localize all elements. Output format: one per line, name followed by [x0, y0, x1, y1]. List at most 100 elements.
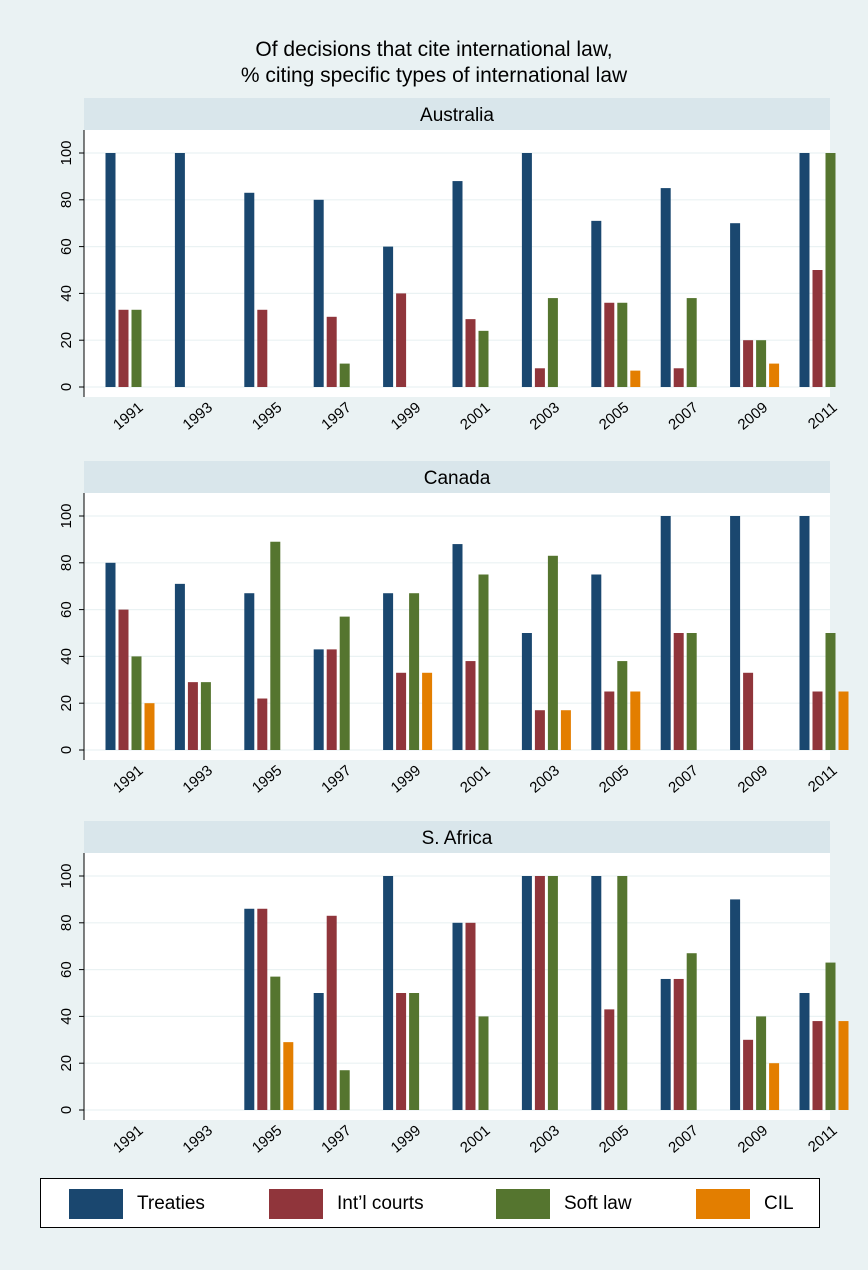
bar-canada-treaties-2005	[591, 574, 602, 750]
bar-s-africa-int-l-courts-2005	[604, 1009, 615, 1110]
y-tick-label-australia-100: 100	[58, 140, 75, 165]
bar-canada-treaties-1991	[105, 562, 116, 750]
bar-s-africa-soft-law-2009	[756, 1016, 767, 1110]
bar-s-africa-treaties-2005	[591, 876, 602, 1110]
bar-canada-soft-law-1997	[339, 616, 350, 750]
bar-canada-int-l-courts-2007	[673, 633, 684, 750]
bar-australia-soft-law-2009	[756, 340, 767, 387]
x-tick-label-s-africa-2001: 2001	[457, 1122, 493, 1156]
bar-s-africa-soft-law-2007	[686, 953, 697, 1110]
bar-australia-int-l-courts-1997	[326, 316, 337, 387]
y-tick-label-s-africa-0: 0	[58, 1106, 75, 1114]
bar-canada-treaties-2001	[452, 544, 463, 750]
x-tick-label-australia-2011: 2011	[805, 399, 841, 433]
bar-s-africa-treaties-1997	[313, 993, 324, 1110]
panel-title-australia: Australia	[420, 105, 494, 126]
bar-s-africa-treaties-2001	[452, 922, 463, 1110]
x-tick-label-australia-2007: 2007	[665, 399, 701, 433]
panel-title-s-africa: S. Africa	[422, 828, 493, 849]
y-tick-label-canada-100: 100	[58, 503, 75, 528]
bar-s-africa-soft-law-2001	[478, 1016, 489, 1110]
bar-australia-treaties-1999	[383, 246, 394, 387]
panel-title-canada: Canada	[424, 468, 491, 489]
bar-australia-cil-2009	[769, 363, 780, 387]
panel-strip-australia	[84, 98, 830, 130]
chart-title-line-2: % citing specific types of international…	[240, 64, 628, 87]
x-tick-label-canada-1995: 1995	[249, 762, 285, 796]
x-tick-label-canada-1999: 1999	[388, 762, 424, 796]
bar-canada-int-l-courts-2011	[812, 691, 823, 750]
x-tick-label-s-africa-2011: 2011	[805, 1122, 841, 1156]
bar-s-africa-soft-law-1999	[409, 993, 420, 1110]
bar-canada-soft-law-1993	[200, 682, 211, 750]
bar-australia-treaties-1993	[174, 153, 185, 387]
x-tick-label-canada-1997: 1997	[318, 762, 354, 796]
bar-canada-treaties-1997	[313, 649, 324, 750]
y-tick-label-australia-20: 20	[58, 332, 75, 349]
bar-australia-soft-law-2011	[825, 153, 836, 387]
bar-s-africa-cil-2011	[838, 1021, 849, 1110]
x-tick-label-s-africa-2007: 2007	[665, 1122, 701, 1156]
bar-australia-soft-law-1997	[339, 363, 350, 387]
bar-canada-cil-2003	[560, 710, 571, 750]
bar-s-africa-int-l-courts-2003	[534, 876, 545, 1110]
bar-australia-treaties-2003	[521, 153, 532, 387]
bar-australia-treaties-1997	[313, 199, 324, 387]
x-tick-label-canada-2007: 2007	[665, 762, 701, 796]
bar-s-africa-int-l-courts-2007	[673, 978, 684, 1110]
panel-strip-s-africa	[84, 821, 830, 853]
bar-canada-soft-law-1999	[409, 593, 420, 750]
x-tick-label-s-africa-2003: 2003	[526, 1122, 562, 1156]
bar-canada-cil-1991	[144, 703, 155, 750]
legend-label-cil: CIL	[764, 1193, 794, 1214]
x-tick-label-canada-1991: 1991	[110, 762, 146, 796]
bar-canada-cil-2005	[630, 691, 641, 750]
bar-s-africa-treaties-2011	[799, 993, 810, 1110]
bar-australia-int-l-courts-2005	[604, 302, 615, 387]
bar-canada-int-l-courts-1999	[396, 672, 407, 750]
x-tick-label-australia-1993: 1993	[179, 399, 215, 433]
bar-australia-int-l-courts-2011	[812, 270, 823, 387]
bar-canada-cil-2011	[838, 691, 849, 750]
legend-label-intl-courts: Int’l courts	[337, 1193, 424, 1214]
y-tick-label-australia-0: 0	[58, 383, 75, 391]
legend-swatch-intl-courts	[269, 1189, 323, 1219]
bar-s-africa-cil-2009	[769, 1063, 780, 1110]
bar-australia-soft-law-2005	[617, 302, 628, 387]
bar-canada-int-l-courts-2001	[465, 661, 476, 750]
bar-canada-cil-1999	[422, 672, 433, 750]
bar-canada-int-l-courts-1995	[257, 698, 268, 750]
x-tick-label-australia-2005: 2005	[596, 399, 632, 433]
bar-australia-treaties-2007	[660, 188, 671, 387]
y-tick-label-canada-40: 40	[58, 648, 75, 665]
x-tick-label-australia-2001: 2001	[457, 399, 493, 433]
bar-canada-soft-law-2011	[825, 633, 836, 750]
bar-australia-soft-law-2001	[478, 330, 489, 387]
bar-canada-treaties-2003	[521, 633, 532, 750]
bar-canada-soft-law-1991	[131, 656, 142, 750]
bar-canada-treaties-2007	[660, 516, 671, 750]
bar-s-africa-soft-law-2011	[825, 962, 836, 1110]
bar-australia-treaties-1991	[105, 153, 116, 387]
bar-australia-int-l-courts-2001	[465, 319, 476, 387]
x-tick-label-canada-2009: 2009	[735, 762, 771, 796]
bar-s-africa-soft-law-1995	[270, 976, 281, 1110]
bar-s-africa-soft-law-1997	[339, 1070, 350, 1110]
x-tick-label-australia-1997: 1997	[318, 399, 354, 433]
x-tick-label-canada-2011: 2011	[805, 762, 841, 796]
bar-australia-treaties-2009	[730, 223, 741, 387]
bar-australia-treaties-2005	[591, 220, 602, 387]
y-tick-label-s-africa-60: 60	[58, 961, 75, 978]
legend-label-treaties: Treaties	[137, 1193, 205, 1214]
y-tick-label-s-africa-100: 100	[58, 863, 75, 888]
bar-australia-treaties-1995	[244, 192, 255, 387]
y-tick-label-s-africa-40: 40	[58, 1008, 75, 1025]
x-tick-label-s-africa-1995: 1995	[249, 1122, 285, 1156]
bar-canada-int-l-courts-1993	[187, 682, 198, 750]
x-tick-label-australia-2009: 2009	[735, 399, 771, 433]
bar-australia-int-l-courts-2009	[743, 340, 754, 387]
bar-s-africa-treaties-1995	[244, 908, 255, 1110]
bar-canada-treaties-2011	[799, 516, 810, 750]
bar-canada-soft-law-2005	[617, 661, 628, 750]
